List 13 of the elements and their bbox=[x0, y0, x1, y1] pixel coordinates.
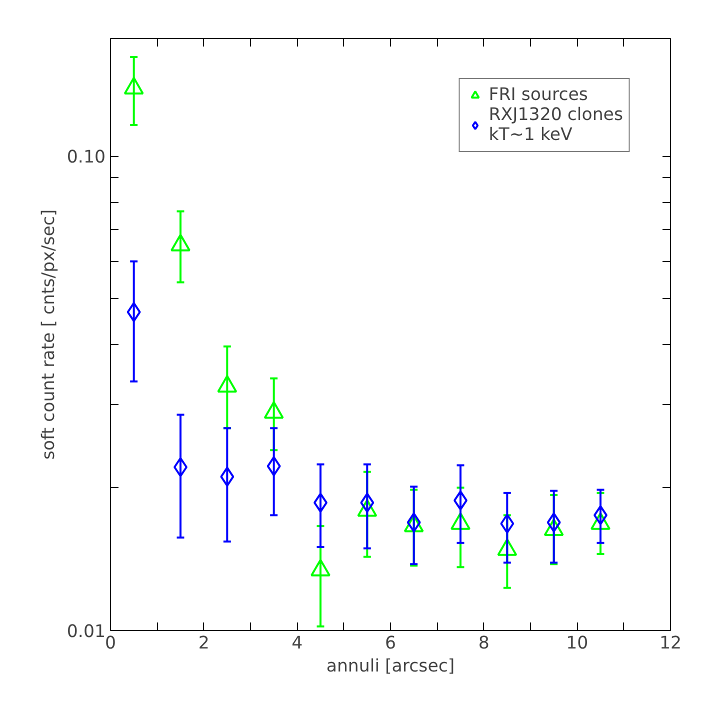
legend-label: FRI sources bbox=[488, 85, 588, 105]
x-tick-label: 8 bbox=[478, 634, 490, 654]
legend-label: RXJ1320 clones kT~1 keV bbox=[488, 105, 623, 145]
x-tick-label: 2 bbox=[198, 634, 210, 654]
x-tick-label: 4 bbox=[292, 634, 303, 654]
x-axis-title: annuli [arcsec] bbox=[326, 656, 455, 676]
y-axis-title: soft count rate [ cnts/px/sec] bbox=[38, 209, 59, 460]
x-tick-label: 12 bbox=[659, 634, 682, 654]
y-tick-label: 0.01 bbox=[66, 622, 106, 642]
x-tick-label: 6 bbox=[384, 634, 396, 654]
x-tick-label: 0 bbox=[104, 634, 116, 654]
x-tick-label: 10 bbox=[566, 634, 588, 654]
y-tick-label: 0.10 bbox=[66, 148, 106, 168]
